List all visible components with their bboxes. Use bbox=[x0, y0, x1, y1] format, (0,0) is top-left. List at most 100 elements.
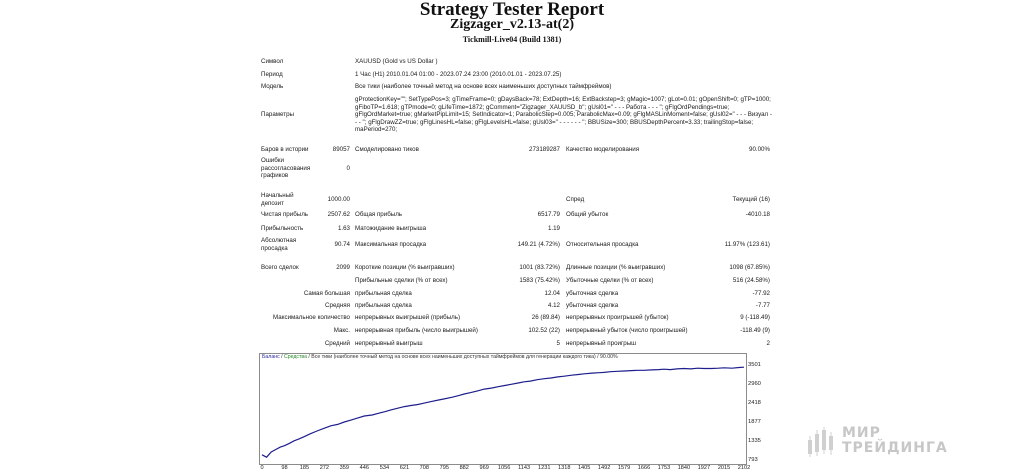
absdd-label: Абсолютная просадка bbox=[261, 237, 297, 252]
long-value: 1098 (67.85%) bbox=[729, 264, 770, 271]
server-build: Tickmill-Live04 (Build 1381) bbox=[462, 35, 562, 44]
average-loss-value: -7.77 bbox=[755, 302, 770, 309]
x-tick-label: 2015 bbox=[717, 465, 731, 471]
long-label: Длинные позиции (% выигравших) bbox=[566, 264, 666, 271]
period-value: 1 Час (H1) 2010.01.04 01:00 - 2023.07.24… bbox=[355, 71, 562, 78]
y-tick-label: 1877 bbox=[748, 419, 761, 426]
x-tick-label: 1840 bbox=[677, 465, 691, 471]
max-label: Макс. bbox=[333, 327, 350, 334]
y-tick-label: 2960 bbox=[748, 381, 761, 388]
largest-profit-label: прибыльная сделка bbox=[355, 290, 412, 297]
expert-name: Zigzager_v2.13-at(2) bbox=[449, 17, 575, 32]
x-tick-label: 621 bbox=[399, 465, 410, 471]
x-tick-label: 1318 bbox=[557, 465, 571, 471]
model-label: Модель bbox=[261, 83, 284, 90]
reldd-label: Относительная просадка bbox=[566, 241, 639, 248]
balance-chart bbox=[259, 353, 747, 465]
x-tick-label: 1056 bbox=[497, 465, 511, 471]
max-loss-label: непрерывный убыток (число проигрышей) bbox=[566, 327, 688, 334]
params-value: gProtectionKey=""; SetTypePos=3; gTimeFr… bbox=[355, 96, 772, 134]
max-profit-label: непрерывная прибыль (число выигрышей) bbox=[355, 327, 478, 334]
ticks-label: Смоделировано тиков bbox=[355, 146, 419, 153]
avg-losses-label: непрерывный проигрыш bbox=[566, 340, 637, 347]
max-loss-value: -118.49 (9) bbox=[740, 327, 770, 334]
maxcount-losses-value: 9 (-118.49) bbox=[740, 314, 770, 321]
deposit-label: Начальный депозит bbox=[261, 192, 294, 207]
symbol-label: Символ bbox=[261, 58, 284, 65]
avg-wins-label: непрерывный выигрыш bbox=[355, 340, 423, 347]
quality-label: Качество моделирования bbox=[566, 146, 640, 153]
legend-equity: Средства bbox=[284, 354, 307, 360]
maxcount-wins-label: непрерывных выигрышей (прибыль) bbox=[355, 314, 461, 321]
grossloss-value: -4010.18 bbox=[745, 211, 770, 218]
expected-value: 1.19 bbox=[547, 225, 560, 232]
pf-label: Прибыльность bbox=[261, 225, 304, 232]
x-tick-label: 795 bbox=[439, 465, 449, 471]
short-label: Короткие позиции (% выигравших) bbox=[355, 264, 455, 271]
maxdd-value: 149.21 (4.72%) bbox=[517, 241, 560, 248]
balance-line bbox=[261, 366, 745, 458]
x-tick-label: 1753 bbox=[657, 465, 671, 471]
short-value: 1001 (83.72%) bbox=[519, 264, 560, 271]
x-tick-label: 1143 bbox=[518, 465, 531, 471]
watermark-logo: МИР ТРЕЙДИНГА bbox=[806, 423, 966, 463]
largest-profit-value: 12.04 bbox=[544, 290, 560, 297]
profit-trades-label: Прибыльные сделки (% от всех) bbox=[355, 277, 448, 284]
maxcount-label: Максимальное количество bbox=[273, 314, 350, 321]
trades-label: Всего сделок bbox=[261, 264, 299, 271]
legend-sep: / bbox=[279, 354, 284, 360]
symbol-value: XAUUSD (Gold vs US Dollar ) bbox=[355, 58, 438, 65]
x-tick-label: 1579 bbox=[617, 465, 631, 471]
average-label: Средняя bbox=[325, 302, 350, 309]
grossprofit-label: Общая прибыль bbox=[355, 211, 403, 218]
ticks-value: 273189287 bbox=[529, 146, 560, 153]
x-tick-label: 1927 bbox=[697, 465, 711, 471]
pf-value: 1.63 bbox=[337, 225, 350, 232]
x-tick-label: 882 bbox=[459, 465, 469, 471]
errors-label: Ошибки рассогласования графиков bbox=[261, 157, 311, 180]
x-tick-label: 185 bbox=[299, 465, 310, 471]
deposit-value: 1000.00 bbox=[327, 196, 350, 203]
maxcount-losses-label: непрерывных проигрышей (убыток) bbox=[566, 314, 669, 321]
x-tick-label: 272 bbox=[319, 465, 330, 471]
y-tick-label: 2418 bbox=[748, 400, 761, 407]
quality-value: 90.00% bbox=[749, 146, 770, 153]
grossloss-label: Общий убыток bbox=[566, 211, 609, 218]
period-label: Период bbox=[261, 71, 283, 78]
grossprofit-value: 6517.79 bbox=[537, 211, 560, 218]
bars-label: Баров в истории bbox=[261, 146, 309, 153]
x-tick-label: 1231 bbox=[538, 465, 551, 471]
absdd-value: 90.74 bbox=[334, 241, 350, 248]
x-tick-label: 1492 bbox=[597, 465, 611, 471]
x-tick-label: 446 bbox=[359, 465, 369, 471]
y-tick-label: 1335 bbox=[748, 438, 761, 445]
trades-value: 2099 bbox=[336, 264, 350, 271]
loss-trades-value: 516 (24.58%) bbox=[732, 277, 770, 284]
report-title: Strategy Tester Report bbox=[419, 0, 605, 20]
y-tick-label: 793 bbox=[748, 457, 758, 463]
largest-loss-label: убыточная сделка bbox=[566, 290, 619, 297]
watermark-line2: ТРЕЙДИНГА bbox=[842, 440, 948, 456]
bars-value: 89057 bbox=[332, 146, 350, 153]
watermark-line1: МИР bbox=[842, 425, 881, 441]
x-tick-label: 1666 bbox=[637, 465, 651, 471]
maxcount-wins-value: 26 (89.84) bbox=[531, 314, 560, 321]
profit-trades-value: 1583 (75.42%) bbox=[519, 277, 560, 284]
expected-label: Матожидание выигрыша bbox=[355, 225, 427, 232]
netprofit-value: 2507.62 bbox=[327, 211, 350, 218]
spread-value: Текущий (16) bbox=[732, 196, 770, 203]
x-tick-label: 534 bbox=[379, 465, 390, 471]
x-tick-label: 359 bbox=[339, 465, 349, 471]
model-value: Все тики (наиболее точный метод на основ… bbox=[355, 83, 612, 90]
loss-trades-label: Убыточные сделки (% от всех) bbox=[566, 277, 654, 284]
largest-label: Самая большая bbox=[303, 290, 350, 297]
x-tick-label: 969 bbox=[479, 465, 489, 471]
largest-loss-value: -77.92 bbox=[752, 290, 770, 297]
maxdd-label: Максимальная просадка bbox=[355, 241, 427, 248]
legend-description: / Все тики (наиболее точный метод на осн… bbox=[306, 354, 618, 360]
balance-chart-svg bbox=[261, 366, 745, 458]
params-label: Параметры bbox=[261, 111, 294, 118]
x-tick-label: 708 bbox=[419, 465, 430, 471]
average-profit-label: прибыльная сделка bbox=[355, 302, 412, 309]
x-tick-label: 2102 bbox=[737, 465, 751, 471]
